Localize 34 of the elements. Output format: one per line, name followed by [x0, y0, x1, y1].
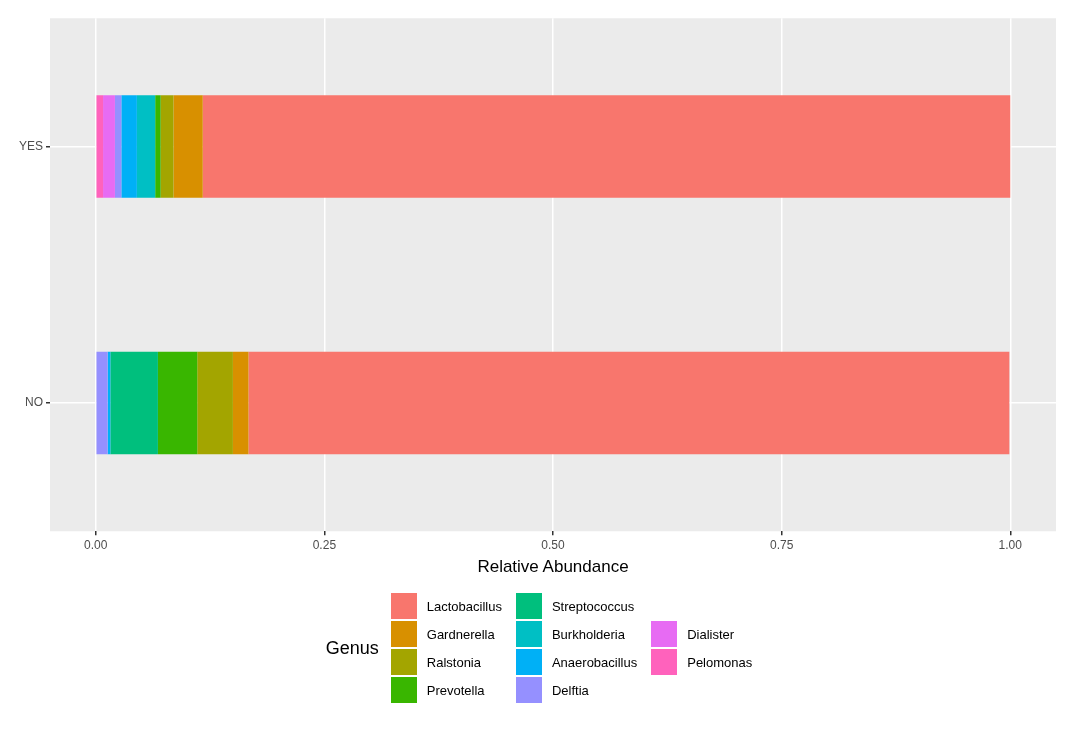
- bar: [173, 95, 203, 198]
- bar: [96, 351, 108, 455]
- legend-label: Dialister: [687, 626, 735, 642]
- bar: [202, 95, 1011, 198]
- bar: [160, 95, 174, 198]
- y-tick-label: YES: [19, 138, 44, 153]
- bar: [248, 351, 1010, 455]
- x-tick-label: 0.75: [769, 537, 794, 552]
- x-tick-label: 1.00: [998, 537, 1023, 552]
- x-tick-label: 0.50: [541, 537, 566, 552]
- x-tick-label: 0.00: [84, 537, 108, 552]
- legend-label: Pelomonas: [687, 654, 753, 670]
- bar: [157, 351, 198, 455]
- bar: [136, 95, 156, 198]
- legend-label: Delftia: [551, 682, 589, 698]
- bar: [103, 95, 115, 198]
- legend-label: Ralstonia: [426, 654, 481, 670]
- bar: [96, 95, 104, 198]
- bar: [121, 95, 137, 198]
- bar: [155, 95, 161, 198]
- x-axis-title: Relative Abundance: [477, 557, 629, 577]
- y-tick-label: NO: [25, 395, 44, 410]
- legend-label: Streptococcus: [551, 598, 635, 614]
- legend-label: Burkholderia: [551, 626, 625, 642]
- bar: [232, 351, 249, 455]
- legend-label: Lactobacillus: [426, 598, 502, 614]
- x-tick-label: 0.25: [312, 537, 337, 552]
- legend-title: Genus: [325, 637, 379, 659]
- bar: [197, 351, 233, 455]
- bar: [114, 95, 122, 198]
- legend-label: Prevotella: [426, 682, 485, 698]
- legend-label: Anaerobacillus: [551, 654, 638, 670]
- legend-label: Gardnerella: [426, 626, 495, 642]
- bar: [110, 351, 158, 455]
